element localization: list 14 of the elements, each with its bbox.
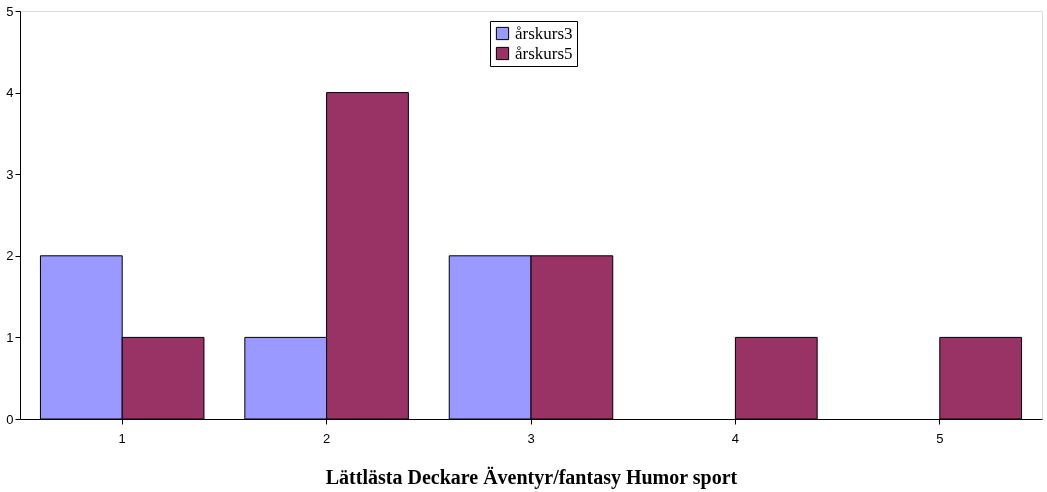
x-tick-label: 5	[936, 430, 944, 446]
x-axis-title: Lättlästa Deckare Äventyr/fantasy Humor sport	[325, 465, 738, 489]
y-tick-label: 2	[6, 248, 14, 264]
y-tick-label: 1	[6, 329, 14, 345]
y-tick-label: 0	[6, 411, 14, 427]
y-tick-label: 5	[6, 3, 14, 19]
y-tick-label: 3	[6, 166, 14, 182]
legend-label: årskurs3	[515, 23, 573, 43]
y-tick-label: 4	[6, 85, 14, 101]
x-tick-label: 3	[527, 430, 535, 446]
x-tick-label: 2	[322, 430, 331, 446]
x-tick-label: 4	[731, 430, 740, 446]
legend-label: årskurs5	[515, 43, 573, 63]
x-tick-label: 1	[118, 430, 126, 446]
